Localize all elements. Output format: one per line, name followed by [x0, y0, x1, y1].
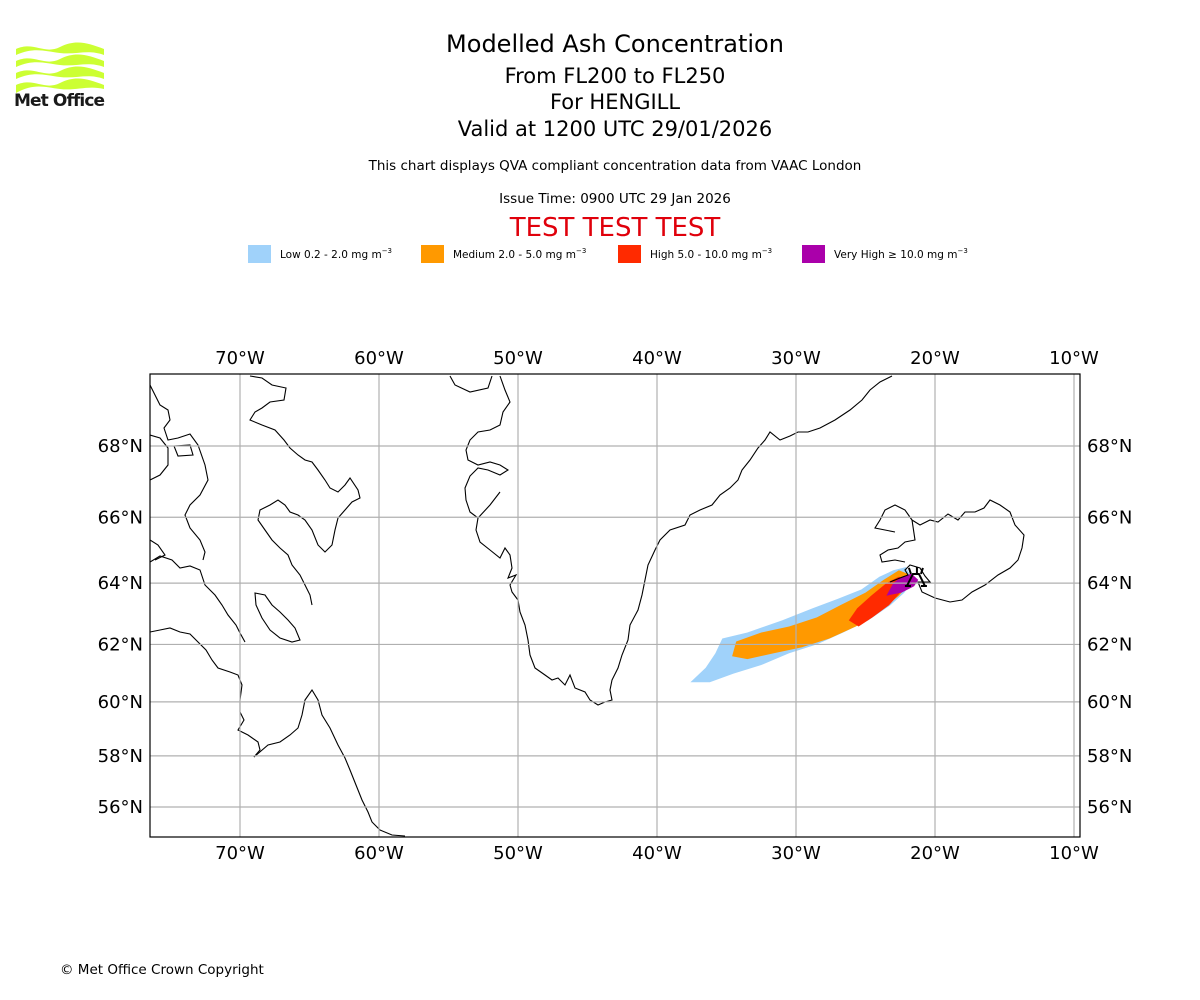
lat-tick-label-left: 58°N — [98, 746, 143, 767]
copyright-notice: © Met Office Crown Copyright — [60, 962, 264, 978]
legend-label-very-high: Very High ≥ 10.0 mg m−3 — [834, 247, 968, 261]
coastline-baffin-lake2 — [173, 444, 194, 457]
lon-tick-label-bottom: 10°W — [1049, 843, 1099, 864]
lat-tick-label-right: 64°N — [1087, 573, 1132, 594]
lat-tick-label-right: 68°N — [1087, 436, 1132, 457]
lat-tick-label-left: 56°N — [98, 797, 143, 818]
lon-tick-label-top: 50°W — [493, 348, 543, 369]
map-frame — [149, 373, 1081, 838]
lon-tick-label-bottom: 70°W — [215, 843, 265, 864]
valid-time: Valid at 1200 UTC 29/01/2026 — [457, 117, 773, 141]
lon-tick-label-bottom: 20°W — [910, 843, 960, 864]
legend-item-medium: Medium 2.0 - 5.0 mg m−3 — [421, 244, 586, 264]
met-office-logo-icon — [16, 42, 104, 93]
lat-tick-label-right: 60°N — [1087, 692, 1132, 713]
met-office-logo-text: Met Office — [14, 91, 105, 111]
legend-item-high: High 5.0 - 10.0 mg m−3 — [618, 244, 772, 264]
legend-label-high: High 5.0 - 10.0 mg m−3 — [650, 247, 773, 261]
legend-label-medium: Medium 2.0 - 5.0 mg m−3 — [453, 247, 587, 261]
coastline-baffin-east — [150, 555, 246, 643]
lon-tick-label-top: 30°W — [771, 348, 821, 369]
lon-tick-label-bottom: 30°W — [771, 843, 821, 864]
coastline-iceland — [874, 499, 1025, 603]
lon-tick-label-bottom: 60°W — [354, 843, 404, 864]
coastline-baffin-north — [150, 384, 209, 561]
coastline-ungava — [254, 592, 301, 643]
legend-swatch-high — [618, 245, 641, 263]
axis-ticks: 70°W 70°W 60°W 60°W 50°W 50°W 40°W 40°W 30°W 30°W… — [98, 348, 1133, 864]
ash-region-medium — [732, 570, 910, 660]
lon-tick-label-top: 40°W — [632, 348, 682, 369]
coastline-greenland-west — [449, 375, 893, 706]
coastline-baffin-island — [150, 539, 166, 561]
legend-label-low: Low 0.2 - 2.0 mg m−3 — [280, 247, 393, 261]
volcano-marker — [904, 566, 927, 587]
lat-tick-label-right: 66°N — [1087, 507, 1132, 528]
lon-tick-label-top: 60°W — [354, 348, 404, 369]
chart-title: Modelled Ash Concentration — [446, 30, 784, 58]
lat-tick-label-left: 60°N — [98, 692, 143, 713]
ash-plume — [690, 567, 919, 683]
volcano-name: For HENGILL — [549, 90, 681, 114]
lon-tick-label-bottom: 40°W — [632, 843, 682, 864]
issue-time: Issue Time: 0900 UTC 29 Jan 2026 — [499, 191, 731, 207]
lat-tick-label-left: 66°N — [98, 507, 143, 528]
lat-tick-label-right: 62°N — [1087, 634, 1132, 655]
lon-tick-label-top: 20°W — [910, 348, 960, 369]
coastline-labrador — [253, 688, 406, 837]
legend-item-very-high: Very High ≥ 10.0 mg m−3 — [802, 244, 968, 264]
test-banner: TEST TEST TEST — [509, 213, 721, 243]
legend-item-low: Low 0.2 - 2.0 mg m−3 — [248, 244, 392, 264]
coastline-baffin-south — [150, 627, 261, 758]
graticule — [150, 374, 1080, 837]
lat-tick-label-left: 64°N — [98, 573, 143, 594]
lat-tick-label-right: 56°N — [1087, 797, 1132, 818]
lon-tick-label-top: 10°W — [1049, 348, 1099, 369]
lon-tick-label-top: 70°W — [215, 348, 265, 369]
coastlines — [150, 375, 1025, 837]
volcano-icon — [904, 566, 927, 587]
lon-tick-label-bottom: 50°W — [493, 843, 543, 864]
lat-tick-label-left: 62°N — [98, 634, 143, 655]
legend-swatch-very-high — [802, 245, 825, 263]
flight-level-range: From FL200 to FL250 — [504, 64, 726, 88]
coastline-cumberland — [249, 375, 361, 606]
legend-swatch-medium — [421, 245, 444, 263]
coastline-baffin-lake — [150, 434, 169, 481]
legend-swatch-low — [248, 245, 271, 263]
lat-tick-label-left: 68°N — [98, 436, 143, 457]
chart-description: This chart displays QVA compliant concen… — [368, 158, 862, 174]
lat-tick-label-right: 58°N — [1087, 746, 1132, 767]
